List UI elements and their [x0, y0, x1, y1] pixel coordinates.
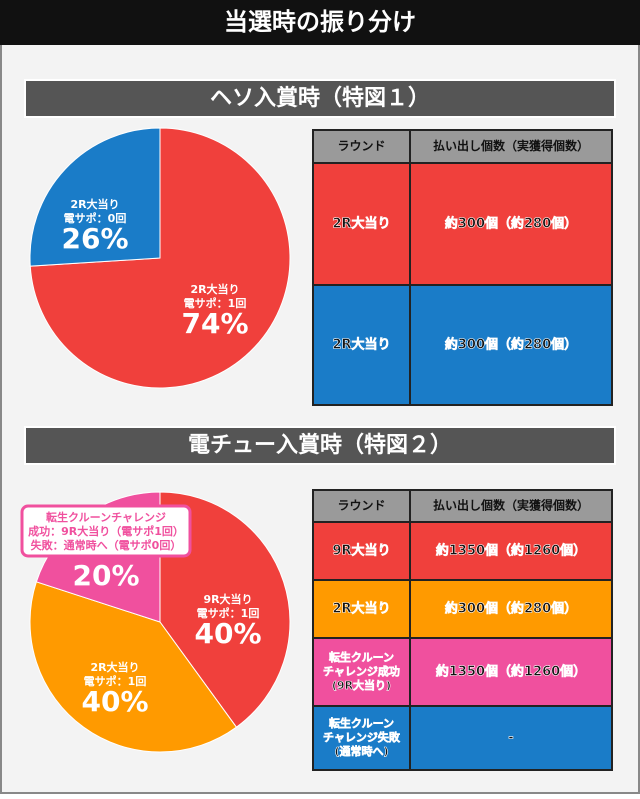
header-cell: ラウンド	[337, 499, 385, 513]
slice-percent: 74%	[181, 307, 248, 340]
round-cell: 転生クルーン	[329, 650, 394, 664]
slice-percent: 20%	[72, 559, 139, 592]
slice-label: 電サポ：1回	[84, 674, 147, 688]
round-cell: 2R大当り	[332, 601, 390, 617]
round-cell: 2R大当り	[332, 337, 390, 353]
label-box	[20, 504, 192, 558]
slice-percent: 40%	[81, 685, 148, 718]
payout-cell: 約1350個（約1260個）	[436, 664, 586, 680]
payout-cell: 約300個（約280個）	[445, 337, 577, 353]
header-cell: 払い出し個数（実獲得個数）	[433, 498, 589, 513]
header-bar	[0, 0, 640, 45]
section-title: ヘソ入賞時（特図１）	[210, 85, 430, 111]
slice-label: 2R大当り	[190, 282, 239, 296]
page-title: 当選時の振り分け	[224, 8, 416, 36]
slice-label: 失敗：通常時へ（電サポ0回）	[31, 538, 182, 552]
payout-cell: 約300個（約280個）	[445, 216, 577, 232]
slice-label: 転生クルーンチャレンジ	[46, 510, 166, 524]
pie-slice	[29, 581, 238, 753]
round-cell: チャレンジ失敗	[323, 730, 401, 744]
payout-cell: -	[508, 731, 513, 746]
table-row	[312, 162, 613, 286]
payout-cell: 約1350個（約1260個）	[436, 543, 586, 559]
table-row	[312, 705, 613, 771]
pie-slice	[159, 491, 291, 728]
slice-label: 2R大当り	[70, 197, 119, 211]
pie-slice	[29, 127, 161, 267]
table-row	[312, 521, 613, 581]
slice-label: 電サポ：1回	[184, 296, 247, 310]
round-cell: 9R大当り	[332, 543, 390, 559]
payout-cell: 約300個（約280個）	[445, 601, 577, 617]
round-cell: 2R大当り	[332, 216, 390, 232]
section-title: 電チュー入賞時（特図２）	[188, 432, 452, 458]
slice-label: 電サポ：1回	[197, 606, 260, 620]
slice-label: 2R大当り	[90, 660, 139, 674]
header-cell: ラウンド	[337, 139, 385, 153]
round-cell: (9R大当り)	[332, 678, 391, 692]
slice-percent: 26%	[61, 222, 128, 255]
round-cell: チャレンジ成功	[323, 664, 400, 678]
table-row	[312, 579, 613, 639]
table-row	[312, 637, 613, 707]
round-cell: (通常時へ)	[334, 744, 388, 758]
round-cell: 転生クルーン	[329, 716, 394, 730]
slice-label: 電サポ：0回	[64, 211, 127, 225]
slice-percent: 40%	[194, 617, 261, 650]
section-banner	[24, 426, 616, 465]
table-header	[312, 489, 613, 523]
table-header	[312, 129, 613, 164]
section-banner	[24, 79, 616, 118]
slice-label: 9R大当り	[203, 592, 252, 606]
slice-label: 成功：9R大当り（電サポ1回）	[28, 524, 184, 538]
header-cell: 払い出し個数（実獲得個数）	[433, 138, 589, 153]
table-row	[312, 284, 613, 406]
